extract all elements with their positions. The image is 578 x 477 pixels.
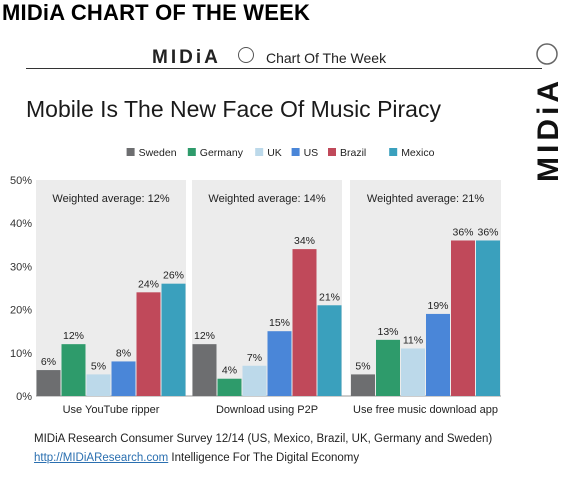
bar-value-label: 36% — [477, 226, 498, 238]
bar-value-label: 15% — [269, 317, 290, 329]
header-logo: MIDiA — [152, 47, 221, 68]
bar — [192, 344, 217, 396]
bar-value-label: 6% — [41, 356, 56, 368]
legend-swatch — [291, 148, 300, 156]
bar — [217, 378, 242, 396]
legend-label: Brazil — [340, 147, 366, 159]
legend-label: Sweden — [139, 147, 177, 159]
chart-panel — [192, 180, 342, 396]
chart-panel — [350, 180, 501, 396]
legend-swatch — [328, 148, 336, 156]
legend-label: UK — [267, 147, 282, 159]
footer-links: http://MIDiAResearch.com Intelligence Fo… — [34, 452, 359, 464]
bar-value-label: 5% — [91, 360, 106, 372]
bar-value-label: 5% — [355, 360, 370, 372]
footer-source: MIDiA Research Consumer Survey 12/14 (US… — [34, 433, 493, 445]
bar — [451, 240, 475, 396]
bar-value-label: 21% — [319, 291, 340, 303]
bar-value-label: 36% — [452, 226, 473, 238]
bar — [136, 292, 161, 396]
y-tick-label: 50% — [10, 175, 32, 187]
y-tick-label: 20% — [10, 305, 32, 317]
y-tick-label: 0% — [16, 391, 32, 403]
bar-value-label: 7% — [247, 352, 262, 364]
bar-value-label: 12% — [194, 330, 215, 342]
bar-value-label: 4% — [222, 365, 237, 377]
bar-value-label: 13% — [377, 326, 398, 338]
chart-panel — [36, 180, 186, 396]
bar-value-label: 11% — [403, 334, 423, 346]
panel-note: Weighted average: 12% — [52, 193, 169, 205]
bar — [317, 305, 342, 396]
bar — [267, 331, 292, 396]
panel-note: Weighted average: 21% — [367, 193, 484, 205]
legend-label: Mexico — [401, 147, 434, 159]
header-subtitle: Chart Of The Week — [266, 50, 387, 66]
x-category-label: Download using P2P — [216, 404, 318, 416]
bar — [86, 374, 111, 396]
side-logo: MIDiA — [532, 43, 565, 182]
legend-label: Germany — [200, 147, 244, 159]
bar — [111, 361, 136, 396]
x-category-label: Use YouTube ripper — [63, 404, 160, 416]
y-tick-label: 40% — [10, 218, 32, 230]
bar-value-label: 8% — [116, 347, 131, 359]
bar-value-label: 34% — [294, 235, 315, 247]
bar — [426, 313, 450, 396]
panel-note: Weighted average: 14% — [208, 193, 325, 205]
bar — [61, 344, 86, 396]
website-link[interactable]: http://MIDiAResearch.com — [34, 452, 169, 464]
bar — [161, 283, 186, 396]
bar — [292, 249, 317, 396]
bar — [351, 374, 375, 396]
bar-value-label: 24% — [138, 278, 159, 290]
legend-swatch — [187, 148, 196, 156]
bar-value-label: 19% — [427, 300, 448, 312]
legend-label: US — [304, 147, 319, 159]
header-divider — [26, 68, 542, 69]
bar-chart: 0% 10% 20% 30% 40% 50% 6% 12% 5% 8% 24% 26% Weighted… — [10, 147, 501, 416]
chart-title: Mobile Is The New Face Of Music Piracy — [26, 96, 441, 122]
bar — [401, 348, 425, 396]
bar — [376, 339, 400, 396]
bar — [242, 365, 267, 396]
bar-value-label: 12% — [63, 330, 84, 342]
y-tick-label: 10% — [10, 348, 32, 360]
footer-tagline: Intelligence For The Digital Economy — [171, 452, 360, 464]
x-category-label: Use free music download app — [353, 404, 498, 416]
side-logo-ring-icon — [536, 43, 558, 65]
side-logo-text: MIDiA — [532, 77, 565, 182]
bar — [36, 370, 61, 396]
legend-swatch — [389, 148, 398, 156]
legend-swatch — [255, 148, 264, 156]
y-tick-label: 30% — [10, 261, 32, 273]
logo-ring-icon — [238, 47, 254, 63]
bar-value-label: 26% — [163, 270, 184, 282]
legend-swatch — [126, 148, 135, 156]
bar — [476, 240, 500, 396]
banner-title: MIDiA CHART OF THE WEEK — [2, 0, 311, 25]
